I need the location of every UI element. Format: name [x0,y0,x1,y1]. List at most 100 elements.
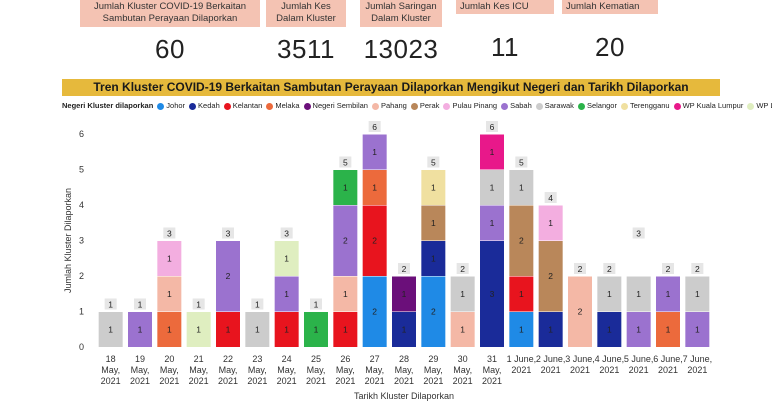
x-tick-label: 2021 [599,365,619,375]
total-label: 3 [226,229,231,239]
x-tick-label: 2021 [423,376,443,386]
x-tick-label: 2021 [658,365,678,375]
bar-segment [597,312,622,347]
total-label-bg [427,156,440,168]
x-tick-label: May, [336,365,355,375]
chart-legend: Negeri Kluster dilaporkan Johor Kedah Kela… [62,100,772,112]
legend-item[interactable]: Melaka [266,100,300,112]
total-label-bg [486,121,498,132]
legend-item[interactable]: Negeri Sembilan [303,100,368,112]
bar-segment [509,276,534,312]
segment-label: 1 [138,324,143,334]
x-tick-label: May, [365,365,384,375]
legend-swatch [673,102,681,110]
total-label: 1 [108,300,113,310]
kpi-value: 13023 [363,34,439,64]
total-label: 2 [695,264,700,274]
legend-item[interactable]: Selangor [577,100,617,112]
segment-label: 1 [519,182,524,192]
segment-label: 2 [548,271,553,281]
total-label: 1 [138,300,143,310]
x-tick-label: 2021 [453,376,473,386]
x-tick-label: 2021 [101,376,121,386]
segment-label: 1 [490,147,495,157]
x-tick-label: 26 [340,354,350,364]
legend-label: Perak [419,101,440,110]
kpi-card-deaths: Jumlah Kematian 20 [562,0,658,62]
legend-label: Negeri Sembilan [312,101,368,110]
segment-label: 1 [343,324,348,334]
bar-segment [597,276,622,312]
legend-item[interactable]: Johor [157,100,185,112]
legend-item[interactable]: Sabah [501,100,532,112]
bar-segment [685,312,710,347]
segment-label: 2 [226,271,231,281]
bar-segment [626,312,651,347]
x-tick-label: May, [131,365,150,375]
legend-swatch [223,102,231,110]
x-tick-label: May, [277,365,296,375]
x-tick-label: 2021 [482,376,502,386]
segment-label: 1 [431,182,436,192]
legend-item[interactable]: Sarawak [535,100,574,112]
chart-title: Tren Kluster COVID-19 Berkaitan Sambutan… [62,79,720,96]
y-tick-label: 6 [79,129,84,139]
legend-item[interactable]: WP Labuan [747,100,772,112]
legend-item[interactable]: Kelantan [223,100,262,112]
x-tick-label: 2021 [335,376,355,386]
legend-swatch [303,102,311,110]
x-tick-label: 18 [106,354,116,364]
legend-label: Sarawak [544,101,574,110]
bar-segment [333,170,358,205]
segment-label: 1 [226,324,231,334]
bar-segment [538,205,563,241]
total-label-bg [544,192,557,203]
x-tick-label: 19 [135,354,145,364]
kpi-value: 20 [595,32,625,62]
x-tick-label: 1 June, [507,354,537,364]
segment-label: 1 [695,324,700,334]
segment-label: 1 [255,324,260,334]
legend-item[interactable]: Pahang [371,100,407,112]
bar-segment [274,276,299,312]
x-tick-label: 2021 [541,365,561,375]
x-tick-label: 2021 [511,365,531,375]
legend-item[interactable]: Perak [410,100,440,112]
segment-label: 1 [284,253,289,263]
legend-item[interactable]: Kedah [189,100,220,112]
bar-segment [656,276,680,312]
x-tick-label: 29 [428,354,438,364]
total-label: 1 [255,300,260,310]
x-tick-label: 22 [223,354,233,364]
legend-label: Pahang [380,101,407,110]
y-tick-label: 1 [79,307,84,317]
bar-segment [333,205,358,276]
legend-item[interactable]: WP Kuala Lumpur [673,100,744,112]
legend-item[interactable]: Terengganu [620,100,670,112]
segment-label: 1 [519,289,524,299]
segment-label: 1 [519,324,524,334]
x-tick-label: 2021 [687,365,707,375]
x-tick-label: 28 [399,354,409,364]
x-tick-label: May, [101,365,120,375]
legend-swatch [443,102,451,110]
x-tick-label: May, [189,365,208,375]
x-tick-label: 2021 [570,365,590,375]
total-label: 6 [490,122,495,132]
total-label-bg [251,298,264,310]
bar-segment [274,312,299,347]
total-label-bg [339,156,352,168]
x-tick-label: 20 [164,354,174,364]
legend-label: Johor [166,101,186,110]
total-label-bg [368,121,381,132]
total-label-bg [574,263,586,274]
bar-segment [362,170,387,205]
bar-segment [509,170,534,205]
legend-label: WP Kuala Lumpur [682,101,744,110]
bar-segment [362,134,387,170]
y-tick-label: 2 [79,271,84,281]
legend-item[interactable]: Pulau Pinang [443,100,497,112]
legend-label: Terengganu [629,101,670,110]
total-label: 2 [402,264,407,274]
total-label-bg [310,298,322,310]
